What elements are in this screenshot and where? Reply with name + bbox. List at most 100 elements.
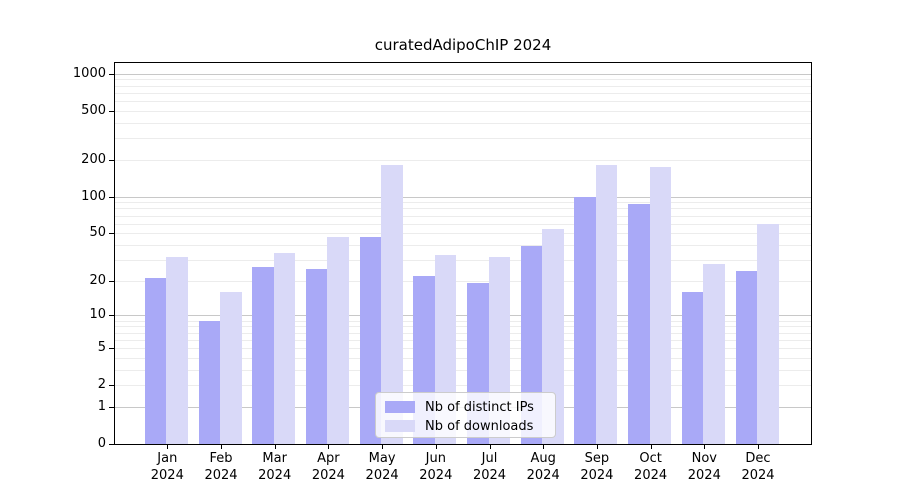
gridline-y-700 <box>115 92 811 94</box>
bar-downloads-dec <box>757 223 779 444</box>
x-tick-mark-oct <box>650 445 652 449</box>
gridline-y-1000 <box>115 73 811 75</box>
chart-title: curatedAdipoChIP 2024 <box>374 36 552 54</box>
x-tick-label-jul: Jul 2024 <box>472 451 507 483</box>
gridline-y-7 <box>115 332 811 334</box>
y-tick-label-1000: 1000 <box>72 65 106 81</box>
y-tick-mark-50 <box>109 233 114 235</box>
gridline-y-900 <box>115 79 811 81</box>
gridline-y-5 <box>115 347 811 349</box>
y-tick-mark-200 <box>109 159 114 161</box>
gridline-y-9 <box>115 320 811 322</box>
gridline-y-2 <box>115 385 811 387</box>
gridline-y-3 <box>115 369 811 371</box>
y-tick-mark-100 <box>109 196 114 198</box>
bar-downloads-feb <box>220 292 242 444</box>
bar-ips-oct <box>628 204 650 444</box>
bar-downloads-aug <box>542 229 564 444</box>
y-tick-mark-2 <box>109 385 114 387</box>
x-tick-mark-may <box>382 445 384 449</box>
x-tick-label-jun: Jun 2024 <box>419 451 453 483</box>
x-tick-mark-mar <box>274 445 276 449</box>
y-tick-mark-500 <box>109 110 114 112</box>
y-tick-label-0: 0 <box>97 436 106 451</box>
legend: Nb of distinct IPs Nb of downloads <box>375 392 556 438</box>
bar-downloads-nov <box>703 263 725 444</box>
gridline-y-6 <box>115 339 811 341</box>
y-tick-label-200: 200 <box>81 151 106 167</box>
y-tick-mark-10 <box>109 315 114 317</box>
bar-ips-sep <box>574 196 596 444</box>
gridline-y-90 <box>115 202 811 204</box>
x-tick-label-nov: Nov 2024 <box>687 451 721 483</box>
y-tick-label-5: 5 <box>97 339 106 355</box>
bar-ips-feb <box>198 320 220 444</box>
gridline-y-60 <box>115 223 811 225</box>
bar-ips-nov <box>681 292 704 444</box>
y-tick-label-1: 1 <box>97 398 106 414</box>
x-tick-label-aug: Aug 2024 <box>526 451 560 483</box>
y-tick-label-500: 500 <box>81 102 106 118</box>
legend-item-downloads: Nb of downloads <box>385 417 546 435</box>
x-tick-mark-jul <box>489 445 491 449</box>
y-tick-mark-0 <box>109 444 114 445</box>
legend-label-downloads: Nb of downloads <box>425 418 534 434</box>
x-tick-mark-sep <box>596 445 598 449</box>
x-tick-mark-jun <box>435 445 437 449</box>
gridline-y-10 <box>115 315 811 317</box>
gridline-y-8 <box>115 326 811 328</box>
x-tick-mark-jan <box>167 445 169 449</box>
legend-label-distinct-ips: Nb of distinct IPs <box>425 399 534 415</box>
bar-ips-jan <box>144 278 167 444</box>
bar-downloads-may <box>381 165 403 444</box>
gridline-y-80 <box>115 208 811 210</box>
x-tick-label-jan: Jan 2024 <box>150 451 184 483</box>
legend-item-distinct-ips: Nb of distinct IPs <box>385 398 546 416</box>
x-tick-label-oct: Oct 2024 <box>634 451 668 483</box>
gridline-y-800 <box>115 85 811 87</box>
x-tick-label-dec: Dec 2024 <box>741 451 775 483</box>
bar-downloads-apr <box>327 236 349 444</box>
y-tick-label-50: 50 <box>89 225 106 241</box>
y-tick-mark-1000 <box>109 73 114 75</box>
x-tick-mark-dec <box>758 445 759 449</box>
x-tick-label-feb: Feb 2024 <box>204 451 238 483</box>
gridline-y-50 <box>115 233 811 235</box>
y-tick-label-20: 20 <box>89 272 106 288</box>
bar-downloads-oct <box>649 166 672 444</box>
x-tick-label-may: May 2024 <box>365 451 399 483</box>
gridline-y-4 <box>115 357 811 359</box>
y-tick-mark-20 <box>109 280 114 282</box>
bar-downloads-mar <box>273 253 296 444</box>
gridline-y-500 <box>115 110 811 112</box>
x-tick-label-mar: Mar 2024 <box>258 451 292 483</box>
x-tick-mark-feb <box>221 445 222 449</box>
bar-ips-mar <box>252 267 274 444</box>
gridline-y-400 <box>115 122 811 124</box>
gridline-y-300 <box>115 138 811 140</box>
gridline-y-30 <box>115 259 811 261</box>
bar-ips-dec <box>735 271 757 444</box>
bar-ips-apr <box>305 269 328 444</box>
y-tick-label-2: 2 <box>97 377 106 393</box>
plot-area <box>114 62 812 445</box>
x-tick-mark-apr <box>328 445 330 449</box>
gridline-y-40 <box>115 244 811 246</box>
legend-swatch-distinct-ips <box>385 401 415 413</box>
gridline-y-20 <box>115 280 811 282</box>
y-tick-mark-1 <box>109 406 114 408</box>
x-tick-label-apr: Apr 2024 <box>311 451 345 483</box>
bar-downloads-sep <box>595 165 618 444</box>
gridline-y-70 <box>115 215 811 217</box>
y-tick-mark-5 <box>109 347 114 349</box>
y-tick-label-10: 10 <box>89 307 106 323</box>
x-tick-mark-nov <box>704 445 706 449</box>
x-tick-label-sep: Sep 2024 <box>580 451 614 483</box>
gridline-y-600 <box>115 101 811 103</box>
x-tick-mark-aug <box>543 445 545 449</box>
legend-swatch-downloads <box>385 420 415 432</box>
gridline-y-200 <box>115 159 811 161</box>
gridline-y-100 <box>115 196 811 198</box>
y-tick-label-100: 100 <box>81 188 106 204</box>
